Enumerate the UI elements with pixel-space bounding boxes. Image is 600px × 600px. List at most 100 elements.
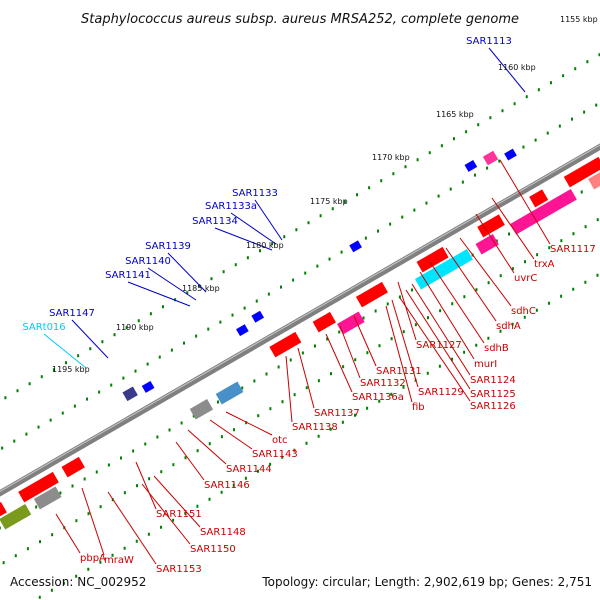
tick-mark (317, 379, 320, 383)
gene-label: SAR1127 (416, 340, 462, 351)
tick-mark (437, 194, 440, 198)
ruler-label: 1165 kbp (436, 110, 474, 119)
tick-mark (413, 208, 416, 212)
tick-mark (499, 329, 502, 333)
tick-mark (547, 301, 550, 305)
leader-line (499, 159, 551, 245)
tick-mark (513, 102, 516, 106)
tick-mark (295, 228, 298, 232)
tick-mark (222, 270, 225, 274)
gene-label: murI (474, 359, 497, 370)
gene-label: SAR1129 (418, 387, 464, 398)
tick-mark (586, 60, 589, 64)
gene-label: pbpA (80, 553, 106, 564)
tick-mark (354, 358, 357, 362)
tick-mark (134, 369, 137, 373)
cds-feature (236, 324, 249, 337)
tick-mark (158, 355, 161, 359)
tick-mark (461, 180, 464, 184)
tick-mark (584, 280, 587, 284)
tick-mark (293, 393, 296, 397)
tick-mark (390, 392, 393, 396)
tick-mark (486, 166, 489, 170)
tick-mark (402, 330, 405, 334)
leader-line (445, 247, 497, 322)
gene-label: SAR1137 (314, 408, 360, 419)
tick-mark (99, 505, 102, 509)
gene-label: SAR1143 (252, 449, 298, 460)
tick-mark (160, 470, 163, 474)
tick-mark (292, 278, 295, 282)
tick-mark (1, 446, 4, 450)
forward-gene (18, 471, 59, 503)
gene-label: SAR1132 (360, 378, 406, 389)
label-leader-lines (43, 47, 551, 565)
gene-label: SAR1140 (125, 256, 171, 267)
ruler-label: 1155 kbp (560, 15, 598, 24)
tick-mark (364, 236, 367, 240)
gene-feature (33, 486, 62, 510)
forward-gene (477, 214, 505, 238)
tick-mark (210, 277, 213, 281)
tick-mark (535, 308, 538, 312)
leader-line (419, 271, 475, 360)
tick-mark (0, 526, 1, 530)
forward-gene (355, 281, 388, 308)
leader-line (225, 411, 273, 436)
tick-mark (440, 144, 443, 148)
gene-feature (482, 150, 499, 166)
tick-mark (305, 441, 308, 445)
ruler-label: 1180 kbp (246, 241, 284, 250)
tick-mark (487, 281, 490, 285)
tick-mark (341, 420, 344, 424)
tick-mark (59, 491, 62, 495)
tick-mark (110, 383, 113, 387)
tick-mark (507, 232, 510, 236)
tick-mark (368, 186, 371, 190)
tick-mark (283, 235, 286, 239)
tick-mark (87, 512, 90, 516)
tick-mark (132, 449, 135, 453)
tick-mark (416, 158, 419, 162)
leader-line (391, 299, 419, 388)
tick-mark (523, 260, 526, 264)
leader-line (405, 289, 471, 390)
tick-mark (269, 462, 272, 466)
gene-label: SAR1117 (550, 244, 596, 255)
tick-mark (107, 463, 110, 467)
tick-mark (374, 309, 377, 313)
ruler-label: 1195 kbp (52, 365, 90, 374)
ruler-label: 1185 kbp (182, 284, 220, 293)
gene-label: otc (272, 435, 288, 446)
gene-label: SARt016 (22, 322, 65, 333)
tick-mark (35, 505, 38, 509)
tick-mark (523, 315, 526, 319)
gene-feature (588, 172, 600, 190)
tick-mark (314, 344, 316, 348)
tick-mark (61, 411, 64, 415)
tick-mark (548, 246, 551, 250)
tick-mark (475, 288, 478, 292)
tick-mark (87, 567, 90, 571)
ruler-label: 1160 kbp (498, 63, 536, 72)
tick-mark (244, 476, 247, 480)
tick-mark (354, 413, 356, 417)
tick-mark (233, 428, 236, 432)
tick-mark (184, 511, 187, 515)
tick-mark (184, 456, 187, 460)
tick-mark (95, 470, 98, 474)
tick-mark (342, 365, 345, 369)
gene-label: sdhB (484, 343, 509, 354)
tick-mark (289, 358, 292, 362)
gene-label: fib (412, 402, 425, 413)
tick-mark (414, 323, 417, 327)
tick-mark (195, 334, 198, 338)
leader-line (297, 347, 315, 409)
leader-line (153, 475, 201, 528)
tick-mark (380, 179, 383, 183)
tick-mark (28, 382, 31, 386)
tick-mark (572, 232, 575, 236)
tick-mark (271, 242, 274, 246)
tick-mark (280, 285, 282, 289)
gene-labels: 1155 kbp 1160 kbp 1165 kbp 1170 kbp 1175 kbp… (22, 15, 597, 575)
